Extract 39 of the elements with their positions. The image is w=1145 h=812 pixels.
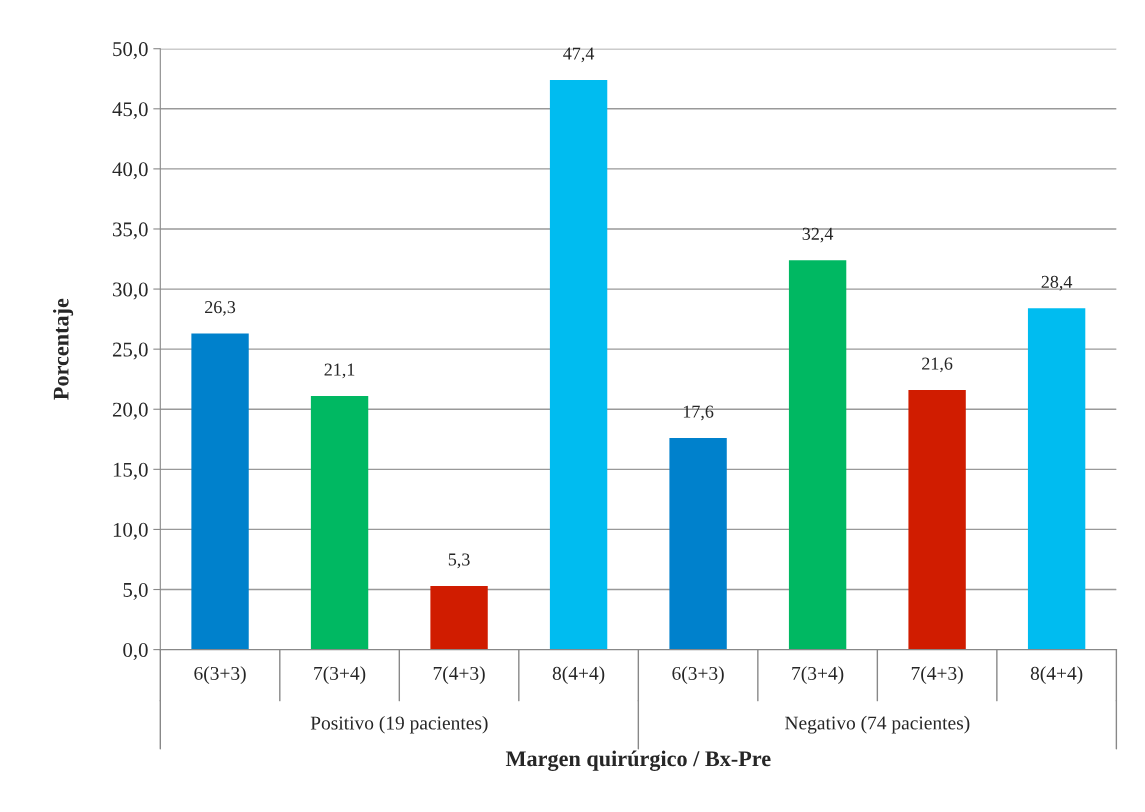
y-tick-label: 5,0 <box>123 582 148 600</box>
y-tick-label: 10,0 <box>113 522 148 540</box>
x-tick-label: 7(4+3) <box>433 666 485 684</box>
y-tick-label: 40,0 <box>112 162 148 180</box>
x-tick-label: 8(4+4) <box>552 666 605 684</box>
x-axis-title: Margen quirúrgico / Bx-Pre <box>505 750 771 771</box>
text: Positivo (19 pacientes) <box>310 715 488 734</box>
x-tick-label: 8(4+4) <box>1030 666 1083 684</box>
y-axis-title: Porcentaje <box>52 298 74 400</box>
data-label: 32,4 <box>802 227 834 243</box>
x-tick-label: 7(3+4) <box>792 666 844 684</box>
bar <box>549 79 608 650</box>
bar <box>310 396 369 650</box>
bar <box>669 438 727 650</box>
y-tick-label: 25,0 <box>112 342 148 360</box>
x-tick-label: 6(3+3) <box>672 666 724 684</box>
bar <box>1027 308 1086 650</box>
text: Negativo (74 pacientes) <box>785 715 970 734</box>
y-tick-label: 35,0 <box>113 222 148 240</box>
y-tick-label: 50,0 <box>113 42 148 60</box>
bar <box>191 333 249 650</box>
bar <box>908 390 966 650</box>
data-label: 28,4 <box>1041 275 1073 291</box>
x-tick-label: 7(3+4) <box>314 666 366 684</box>
bar <box>430 585 488 650</box>
bar <box>788 260 847 650</box>
y-tick-label: 20,0 <box>112 402 148 420</box>
data-label: 21,6 <box>922 357 953 373</box>
data-label: 47,4 <box>563 47 595 63</box>
y-tick-label: 0,0 <box>123 642 148 661</box>
data-label: 17,6 <box>683 405 714 421</box>
x-tick-label: 7(4+3) <box>911 666 963 684</box>
x-tick-label: 6(3+3) <box>194 666 246 684</box>
data-label: 26,3 <box>205 301 236 316</box>
y-tick-label: 30,0 <box>113 282 148 300</box>
data-label: 21,1 <box>324 363 355 379</box>
data-label: 5,3 <box>448 553 470 569</box>
y-tick-label: 15,0 <box>113 462 148 480</box>
y-tick-label: 45,0 <box>112 102 148 120</box>
